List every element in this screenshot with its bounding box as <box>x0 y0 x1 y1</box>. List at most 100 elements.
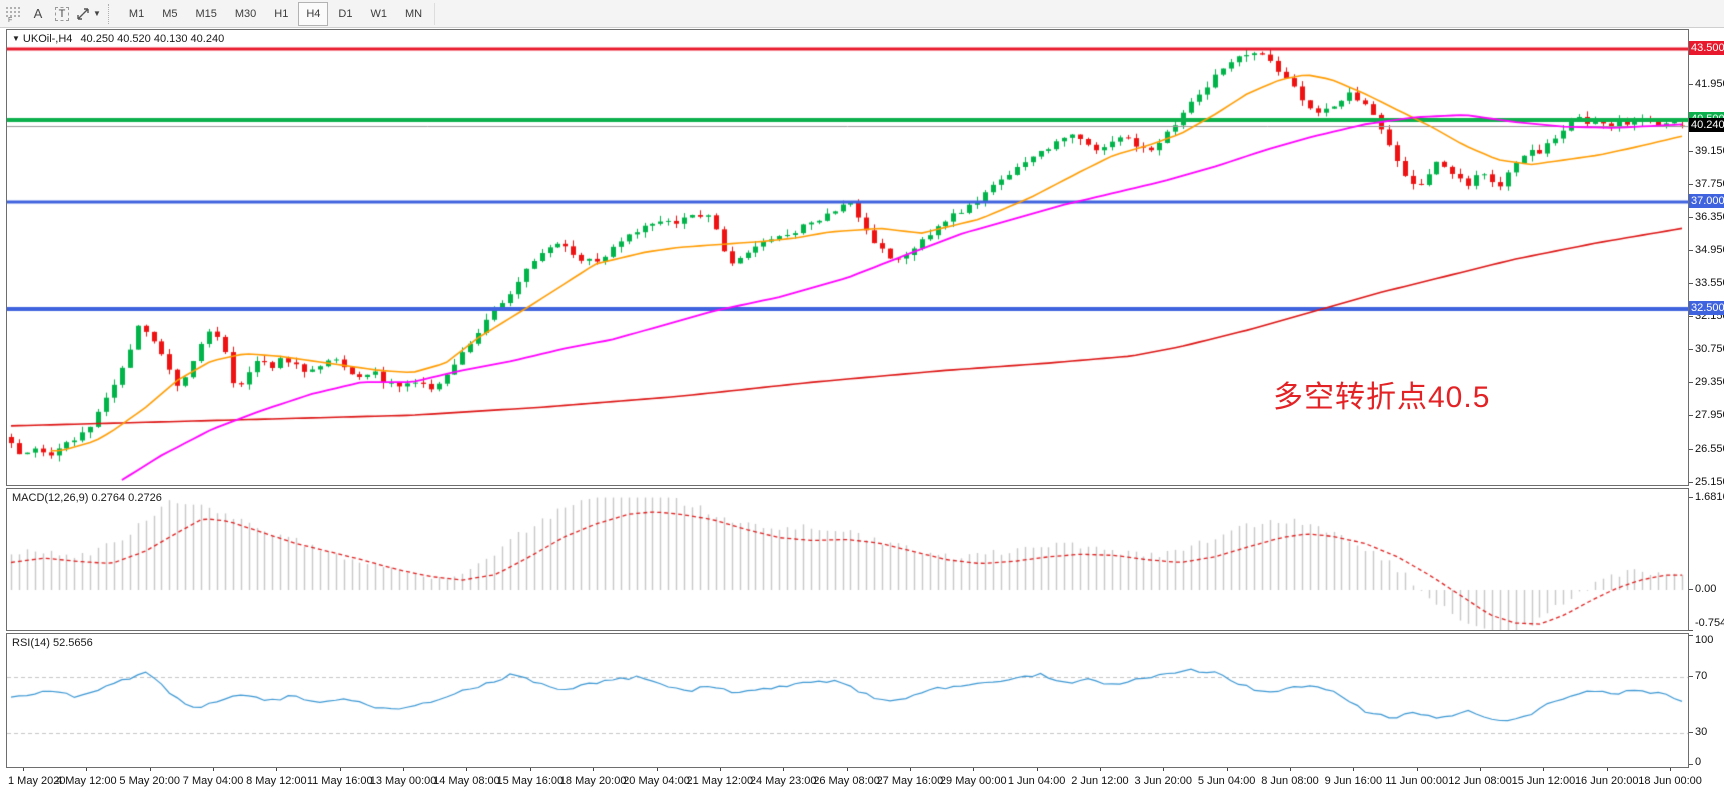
time-axis-label: 1 May 2020 <box>8 775 66 787</box>
time-axis-label: 13 May 00:00 <box>369 775 437 787</box>
time-axis-label: 18 Jun 00:00 <box>1638 775 1702 787</box>
price-axis-label: 30.750 <box>1695 343 1724 356</box>
time-tick-mark <box>86 768 87 771</box>
time-tick-mark <box>910 768 911 771</box>
axis-tick-mark <box>1689 151 1693 152</box>
timeframe-m15[interactable]: M15 <box>195 7 217 20</box>
time-axis-label: 24 May 23:00 <box>749 775 817 787</box>
macd-panel: MACD(12,26,9) 0.2764 0.2726 1.6816 0.00 -0… <box>6 488 1724 631</box>
timeframe-h1[interactable]: H1 <box>274 7 289 20</box>
axis-tick-mark <box>1689 482 1693 483</box>
top-toolbar: F A T ▼ M1 M5 M15 M30 H1 H4 D1 W1 MN <box>0 0 1724 28</box>
time-axis-label: 9 Jun 16:00 <box>1324 775 1383 787</box>
time-axis-label: 14 May 08:00 <box>433 775 500 787</box>
axis-tick-mark <box>1689 630 1693 631</box>
time-axis-label: 11 May 16:00 <box>306 775 373 787</box>
price-badge: 40.240 <box>1689 118 1724 132</box>
main-chart-panel: ▼ UKOil-,H4 40.250 40.520 40.130 40.240 多空… <box>6 29 1724 488</box>
macd-axis-label: -0.7544 <box>1695 617 1724 629</box>
time-tick-mark <box>720 768 721 771</box>
time-tick-mark <box>150 768 151 771</box>
axis-tick-mark <box>1689 349 1693 350</box>
macd-axis[interactable]: 1.6816 0.00 -0.7544 <box>1689 488 1724 631</box>
timeframe-group: M1 M5 M15 M30 H1 H4 D1 W1 MN <box>120 1 431 26</box>
time-tick-mark <box>1100 768 1101 771</box>
price-axis-label: 39.150 <box>1695 144 1724 157</box>
axis-tick-mark <box>1689 250 1693 251</box>
axis-tick-mark <box>1689 217 1693 218</box>
axis-tick-mark <box>1689 732 1693 733</box>
rsi-axis-label: 0 <box>1695 756 1702 768</box>
time-tick-mark <box>973 768 974 771</box>
time-axis-label: 8 May 12:00 <box>246 775 307 787</box>
time-tick-mark <box>1163 768 1164 771</box>
rsi-axis-label: 30 <box>1695 726 1708 738</box>
timeframe-m1[interactable]: M1 <box>128 7 145 20</box>
symbol-dropdown-icon[interactable]: ▼ <box>12 34 20 43</box>
time-axis-label: 1 Jun 04:00 <box>1007 775 1066 787</box>
time-axis-label: 5 May 20:00 <box>119 775 180 787</box>
time-axis-label: 5 Jun 04:00 <box>1197 775 1256 787</box>
timeframe-h4[interactable]: H4 <box>298 1 329 26</box>
macd-axis-label: 1.6816 <box>1695 490 1724 503</box>
time-tick-mark <box>1037 768 1038 771</box>
price-plot[interactable]: ▼ UKOil-,H4 40.250 40.520 40.130 40.240 多空… <box>6 29 1689 486</box>
rsi-axis[interactable]: 100 70 30 0 <box>1689 633 1724 768</box>
axis-tick-mark <box>1689 635 1693 636</box>
timeframe-mn[interactable]: MN <box>404 7 423 20</box>
axis-tick-mark <box>1689 764 1693 765</box>
timeframe-m30[interactable]: M30 <box>234 7 257 20</box>
axis-tick-mark <box>1689 497 1693 498</box>
price-axis[interactable]: 41.95039.15037.75036.35034.95033.55032.1… <box>1689 29 1724 488</box>
rsi-header: RSI(14) 52.5656 <box>12 637 93 649</box>
toolbar-divider <box>434 2 436 25</box>
symbol-header: ▼ UKOil-,H4 40.250 40.520 40.130 40.240 <box>12 33 224 45</box>
macd-plot[interactable]: MACD(12,26,9) 0.2764 0.2726 <box>6 488 1689 631</box>
price-axis-label: 34.950 <box>1695 243 1724 256</box>
time-axis[interactable]: 1 May 2020 4 May 12:00 5 May 20:00 7 May 04… <box>6 768 1702 792</box>
timeframe-w1[interactable]: W1 <box>370 7 387 20</box>
timeframe-m5[interactable]: M5 <box>162 7 178 20</box>
rsi-axis-label: 100 <box>1695 634 1714 646</box>
price-badge: 32.500 <box>1689 301 1724 315</box>
symbol-name: UKOil-,H4 <box>22 33 73 45</box>
time-tick-mark <box>276 768 277 771</box>
chart-window: ▼ UKOil-,H4 40.250 40.520 40.130 40.240 多空… <box>0 28 1724 792</box>
time-tick-mark <box>23 768 24 771</box>
axis-tick-mark <box>1689 676 1693 677</box>
time-tick-mark <box>340 768 341 771</box>
time-tick-mark <box>403 768 404 771</box>
axis-tick-mark <box>1689 316 1693 317</box>
rsi-plot[interactable]: RSI(14) 52.5656 <box>6 633 1689 768</box>
time-tick-mark <box>1290 768 1291 771</box>
time-axis-label: 2 Jun 12:00 <box>1071 775 1129 787</box>
time-tick-mark <box>1607 768 1608 771</box>
toolbar-separator <box>107 3 116 24</box>
arrow-tools[interactable]: ▼ <box>75 3 101 25</box>
macd-header: MACD(12,26,9) 0.2764 0.2726 <box>12 492 162 504</box>
text-box-tool[interactable]: T <box>51 3 73 25</box>
time-axis-label: 4 May 12:00 <box>56 775 117 787</box>
time-tick-mark <box>466 768 467 771</box>
time-tick-mark <box>1227 768 1228 771</box>
time-axis-label: 18 May 20:00 <box>559 775 627 787</box>
time-axis-label: 21 May 12:00 <box>686 775 754 787</box>
time-tick-mark <box>1543 768 1544 771</box>
time-tick-mark <box>593 768 594 771</box>
timeframe-d1[interactable]: D1 <box>338 7 353 20</box>
time-axis-label: 26 May 08:00 <box>813 775 880 787</box>
time-axis-label: 12 Jun 08:00 <box>1448 775 1512 787</box>
price-axis-label: 37.750 <box>1695 177 1724 190</box>
toolbars-handle-icon[interactable]: F <box>3 3 25 25</box>
time-axis-label: 8 Jun 08:00 <box>1261 775 1319 787</box>
time-tick-mark <box>1417 768 1418 771</box>
price-axis-label: 33.550 <box>1695 276 1724 289</box>
time-axis-label: 15 Jun 12:00 <box>1511 775 1576 787</box>
time-axis-label: 3 Jun 20:00 <box>1134 775 1193 787</box>
arrow-tools-caret-icon[interactable]: ▼ <box>93 9 101 18</box>
text-label-tool[interactable]: A <box>33 6 43 21</box>
price-axis-label: 29.350 <box>1695 376 1724 389</box>
ohlc-readout: 40.250 40.520 40.130 40.240 <box>80 33 225 45</box>
price-badge: 37.000 <box>1689 194 1724 208</box>
handle-f-label: F <box>8 17 12 23</box>
